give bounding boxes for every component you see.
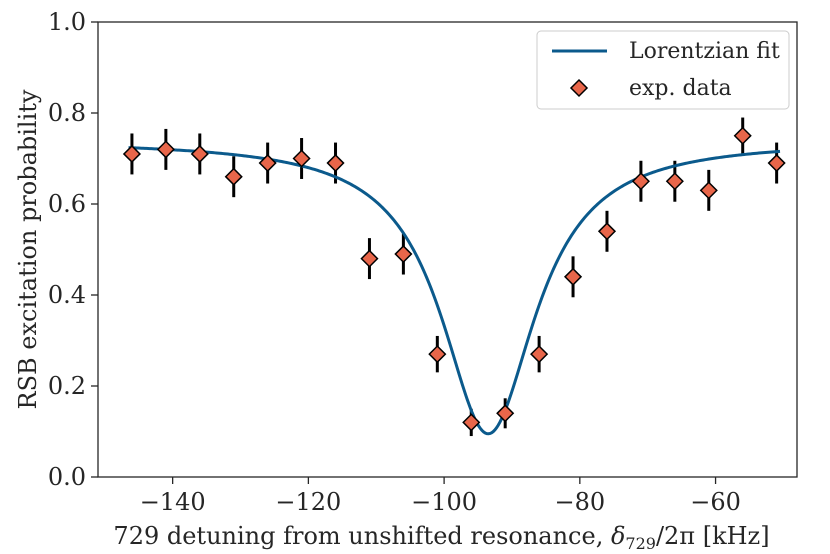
data-point [462,413,481,432]
data-point [597,222,617,241]
data-point [496,404,515,423]
x-tick-label: −140 [140,488,206,516]
legend-label-fit: Lorentzian fit [629,39,780,64]
data-point [122,144,141,164]
data-point [631,172,650,191]
y-tick-label: 0.2 [48,372,86,400]
data-point [258,153,277,173]
plot-frame [97,21,798,478]
x-axis: −140 −120 −100 −80 −60 [140,477,741,516]
x-tick-label: −60 [690,488,741,516]
x-axis-label-divisor: /2π [656,522,695,550]
data-point [326,153,345,173]
data-point [767,153,786,173]
data-point [428,345,447,364]
data-point [530,345,549,364]
data-point [394,244,413,264]
data-point [360,249,379,268]
y-tick-label: 0.8 [48,99,86,127]
y-tick-label: 1.0 [48,8,86,36]
data-point [292,149,311,168]
x-axis-label-subscript: 729 [625,534,656,553]
x-axis-label-symbol: δ [611,522,625,550]
x-tick-label: −120 [275,488,341,516]
data-point [665,172,684,191]
data-point [733,126,752,145]
y-tick-label: 0.6 [48,190,86,218]
data-point [563,267,583,286]
data-point [224,167,243,186]
legend-label-data: exp. data [629,76,732,101]
x-axis-label: 729 detuning from unshifted resonance, δ… [113,522,769,553]
y-tick-label: 0.0 [48,463,86,491]
x-tick-label: −100 [411,488,477,516]
x-axis-label-unit: [kHz] [695,522,769,550]
data-point [156,140,175,159]
legend-marker-swatch [569,78,589,98]
y-axis: 0.0 0.2 0.4 0.6 0.8 1.0 [48,8,98,491]
legend: Lorentzian fit exp. data [536,30,790,110]
x-axis-label-prefix: 729 detuning from unshifted resonance, [113,522,611,550]
y-axis-label: RSB excitation probability [14,89,42,409]
data-markers [122,126,786,432]
data-point [699,181,718,200]
lorentzian-fit-line [128,146,781,436]
x-tick-label: −80 [555,488,606,516]
data-point [190,144,209,164]
y-tick-label: 0.4 [48,281,86,309]
